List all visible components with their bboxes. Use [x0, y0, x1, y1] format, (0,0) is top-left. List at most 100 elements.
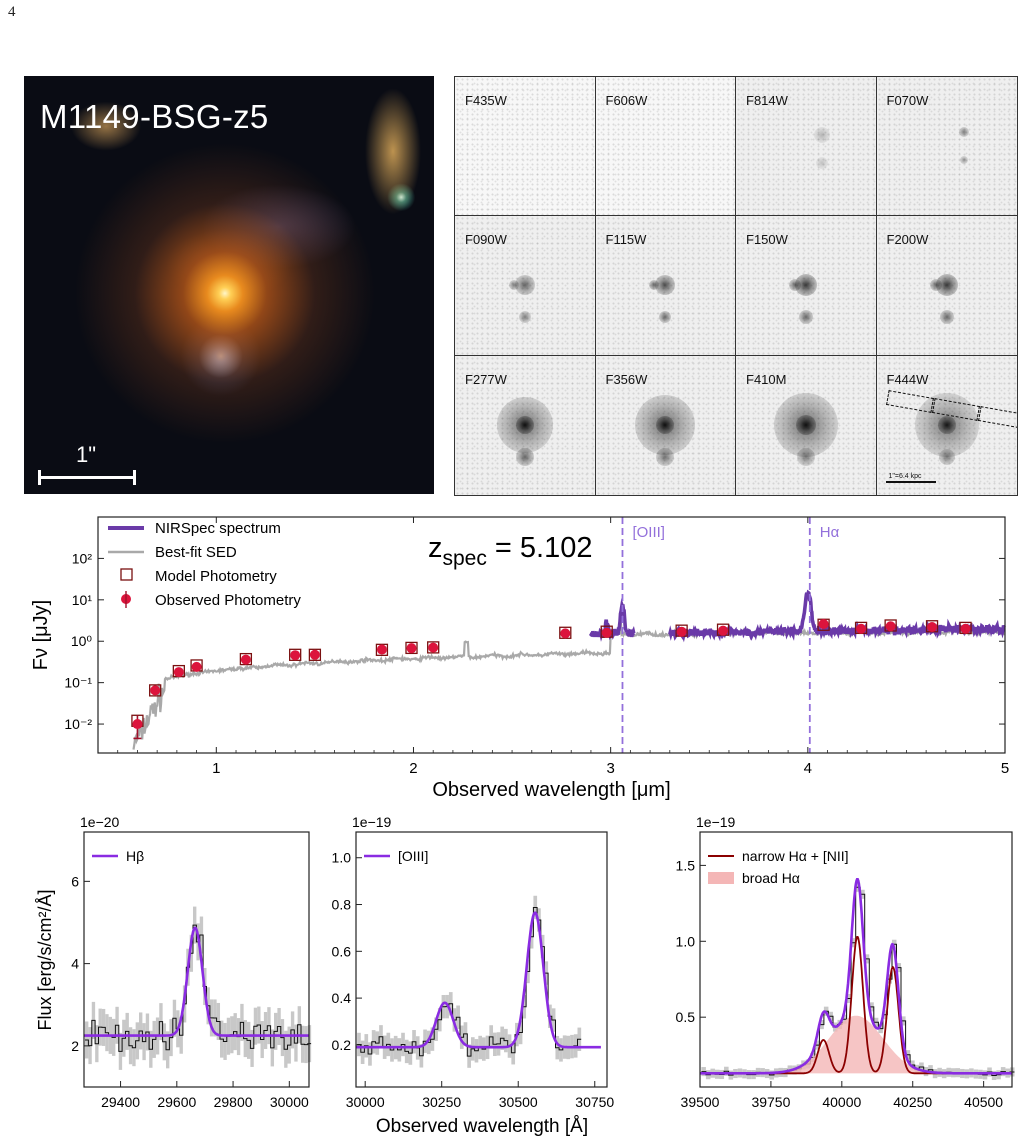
observed-photometry-point [406, 643, 417, 654]
y-tick-label: 4 [71, 956, 79, 972]
filter-label: F277W [465, 371, 507, 387]
source-blob [814, 127, 831, 144]
emission-line-label: Hα [820, 524, 840, 541]
model-photometry-point [149, 684, 162, 697]
source-blob [938, 449, 955, 466]
hbeta-chart: 29400 29600 29800 30000 2 4 6 1e−20 Hβ Flux [erg/… [35, 814, 312, 1110]
halpha-chart: 39500 39750 40000 40250 40500 0.5 1.0 1.5 1e−19 n… [676, 814, 1015, 1110]
filter-stamp: F115W [595, 216, 736, 356]
msa-slit [977, 405, 1017, 429]
scale-bar [38, 470, 136, 485]
source-blob [656, 416, 675, 435]
model-photometry-point [289, 648, 302, 661]
broad-halpha-area [756, 1015, 970, 1074]
observed-photometry-point [818, 619, 829, 630]
source-blob [656, 448, 675, 467]
observed-photometry-point [309, 649, 320, 660]
y-tick-label: 0.6 [332, 943, 352, 959]
model-photometry-point [405, 641, 418, 655]
source-blob [937, 416, 956, 435]
source-blob [939, 310, 954, 325]
observed-photometry-point [560, 628, 571, 639]
filter-label: F356W [605, 371, 648, 387]
kpc-scale-label: 1"=6.4 kpc [888, 472, 922, 480]
filter-stamp: F150W [736, 216, 877, 356]
filter-stamp: F277W [455, 355, 596, 495]
observed-photometry-point [927, 622, 938, 633]
legend-label: Hβ [126, 848, 144, 864]
model-fit-line [356, 911, 601, 1049]
source-blob [649, 280, 660, 291]
x-axis-label: Observed wavelength [μm] [432, 779, 670, 801]
legend-label: broad Hα [742, 870, 800, 886]
source-blob [515, 416, 534, 435]
y-tick-label: 10² [72, 550, 93, 566]
filter-label: F606W [605, 93, 648, 108]
legend-label: NIRSpec spectrum [155, 520, 281, 537]
filter-stamp: F090W [455, 216, 596, 356]
kpc-scale-bar [885, 480, 936, 483]
y-tick-label: 10¹ [72, 592, 93, 608]
observed-photometry-point [132, 719, 143, 730]
emission-line-label: [OIII] [632, 524, 665, 541]
legend-label: Best-fit SED [155, 544, 237, 561]
y-axis-label: Fν [μJy] [30, 600, 52, 670]
filter-label: F150W [746, 232, 788, 248]
source-blob [508, 280, 519, 291]
page-number: 4 [8, 4, 16, 20]
filter-label: F115W [605, 232, 647, 248]
x-tick-label: 2 [409, 760, 417, 777]
sed-chart: 1 2 3 4 5 10⁻² 10⁻¹ 10⁰ 10¹ 10² [OIII] Hα NIRSpec sp… [30, 516, 1009, 801]
legend-label: narrow Hα + [NII] [742, 848, 849, 864]
y-tick-label: 0.2 [332, 1037, 352, 1053]
observed-photometry-point [428, 642, 439, 653]
redshift-annotation: zspec = 5.102 [428, 532, 592, 570]
filter-stamps-grid: F435W F606W F814W F070W F090W F115W F150W F200W… [454, 76, 1018, 496]
filter-label: F200W [886, 232, 929, 248]
rgb-image: M1149-BSG-z5 1" [24, 76, 434, 494]
y-tick-label: 6 [71, 873, 79, 889]
source-blob [655, 275, 676, 296]
offset-multiplier: 1e−19 [352, 814, 392, 830]
observed-photometry-point [290, 650, 301, 661]
filter-label: F444W [886, 371, 929, 387]
source-blob [794, 274, 817, 297]
scale-label: 1" [76, 442, 97, 467]
flux-y-axis-label: Flux [erg/s/cm²/Å] [35, 889, 55, 1030]
x-tick-label: 3 [606, 760, 614, 777]
model-photometry-point [427, 641, 440, 654]
y-tick-label: 10⁻¹ [64, 675, 92, 691]
x-tick-label: 4 [804, 760, 812, 777]
observed-photometry-point [601, 627, 612, 638]
x-tick-label: 39500 [681, 1094, 720, 1110]
axes-frame [355, 831, 608, 1088]
x-tick-label: 30500 [499, 1094, 538, 1110]
legend-swatch [120, 568, 133, 581]
y-tick-label: 1.0 [332, 850, 352, 866]
legend-label: Observed Photometry [155, 592, 301, 609]
source-blob [958, 127, 969, 138]
observed-photometry-point [856, 623, 867, 634]
observed-photometry-point [885, 621, 896, 632]
filter-label: F070W [886, 93, 929, 108]
filter-stamp: F200W [876, 216, 1017, 356]
offset-multiplier: 1e−20 [80, 814, 120, 830]
x-tick-label: 40500 [964, 1094, 1003, 1110]
msa-slit [885, 389, 934, 413]
source-blob [795, 415, 816, 436]
x-tick-label: 5 [1001, 760, 1009, 777]
x-tick-label: 29800 [214, 1094, 253, 1110]
source-blob [816, 156, 829, 169]
filter-stamp: F410M [736, 355, 877, 495]
source-blob [959, 155, 968, 164]
y-tick-label: 0.4 [332, 990, 352, 1006]
observed-photometry-point [376, 644, 387, 655]
axes-frame [97, 516, 1006, 754]
filter-stamp: F435W [455, 77, 596, 217]
y-tick-label: 10⁻² [64, 716, 92, 732]
legend-label: [OIII] [398, 848, 428, 864]
observed-photometry-point [173, 667, 184, 678]
observed-photometry-point [191, 661, 202, 672]
filter-stamp: F356W [595, 355, 736, 495]
model-fit-line [84, 926, 309, 1037]
